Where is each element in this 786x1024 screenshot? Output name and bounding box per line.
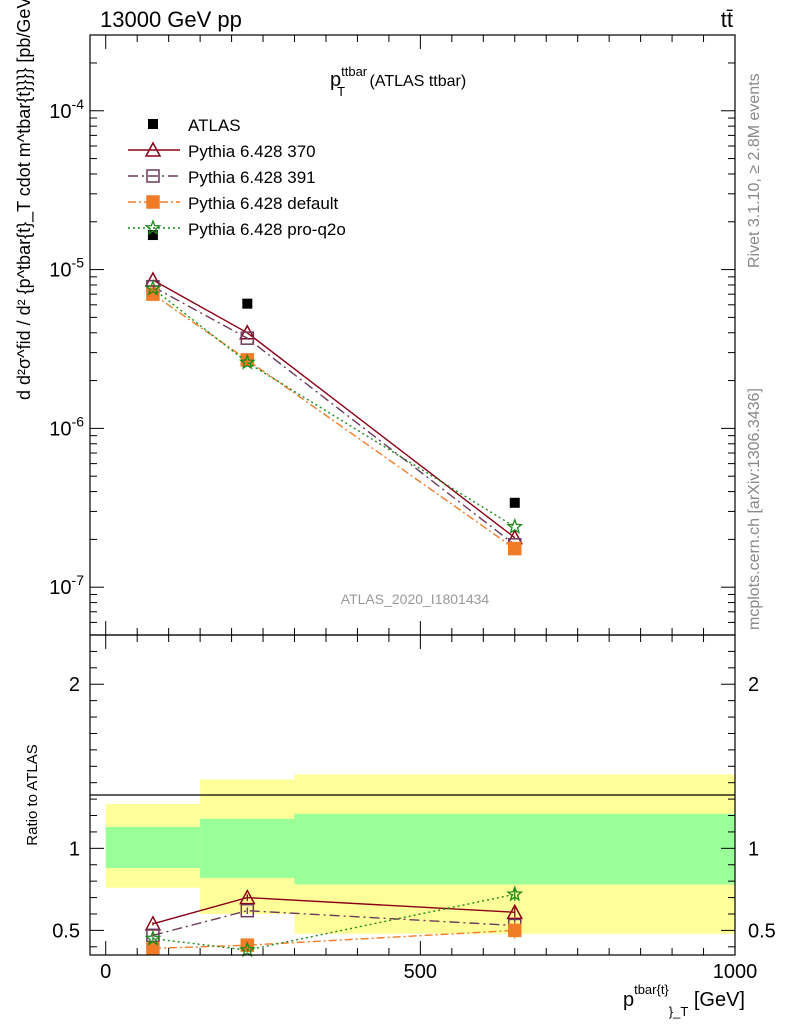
x-axis-label-rest: [GeV] bbox=[688, 989, 745, 1011]
ratio-y-axis-label: Ratio to ATLAS bbox=[24, 744, 41, 845]
ratio-series-marker bbox=[144, 929, 162, 946]
y-tick-label: 10-6 bbox=[49, 413, 84, 440]
uncertainty-band-green bbox=[294, 813, 735, 885]
data-point bbox=[242, 298, 253, 309]
legend-label-atlas: ATLAS bbox=[188, 116, 241, 135]
uncertainty-band-green bbox=[200, 818, 295, 878]
main-frame bbox=[89, 34, 736, 636]
ratio-series-marker bbox=[238, 941, 256, 958]
y-tick-label: 10-4 bbox=[49, 96, 84, 123]
legend-label: Pythia 6.428 pro-q2o bbox=[188, 220, 346, 239]
x-tick-label: 1000 bbox=[713, 961, 758, 983]
ratio-y-tick-label: 1 bbox=[69, 838, 80, 860]
ratio-y-tick-label: 0.5 bbox=[52, 920, 80, 942]
series-marker bbox=[144, 279, 162, 296]
x-axis-label-base: p bbox=[623, 989, 634, 1011]
analysis-label: ATLAS_2020_I1801434 bbox=[341, 591, 490, 607]
header-left: 13000 GeV pp bbox=[100, 7, 242, 32]
series-marker bbox=[506, 517, 524, 534]
title-sup: ttbar bbox=[341, 64, 368, 79]
x-axis-label-sup: tbar{t} bbox=[634, 982, 669, 997]
ratio-y-tick-label: 2 bbox=[69, 674, 80, 696]
y-tick-label: 10-5 bbox=[49, 255, 84, 282]
title-rest: (ATLAS ttbar) bbox=[365, 73, 466, 90]
legend-marker-atlas bbox=[148, 119, 158, 129]
legend-marker bbox=[144, 141, 162, 157]
x-tick-label: 0 bbox=[100, 961, 111, 983]
series-marker bbox=[238, 353, 256, 370]
series-marker bbox=[144, 271, 162, 287]
legend: ATLAS Pythia 6.428 370 Pythia 6.428 391 Pyt… bbox=[128, 116, 346, 239]
title-sub: T bbox=[337, 84, 345, 99]
ratio-series-marker bbox=[508, 923, 522, 938]
ratio-y-tick-label-right: 2 bbox=[748, 674, 759, 696]
ratio-series-marker bbox=[240, 903, 255, 918]
ratio-panel: 0 500 1000 0.5 0.5 1 1 2 2 bbox=[52, 634, 776, 983]
y-axis-label: d d²σ^fid / d² {p^tbar{t}_T cdot m^tbar{… bbox=[14, 0, 35, 400]
ratio-series-line bbox=[152, 929, 515, 950]
uncertainty-band-green bbox=[105, 827, 201, 869]
legend-label: Pythia 6.428 370 bbox=[188, 142, 316, 161]
legend-marker bbox=[144, 219, 162, 236]
legend-label: Pythia 6.428 391 bbox=[188, 168, 316, 187]
legend-marker bbox=[146, 195, 160, 209]
x-axis-label: ptbar{t}}_T [GeV] bbox=[623, 982, 745, 1019]
main-panel: 10-7 10-6 10-5 10-4 bbox=[49, 34, 736, 636]
series-line bbox=[152, 286, 516, 546]
header-right: tt̄ bbox=[721, 7, 733, 32]
ratio-y-tick-label-right: 0.5 bbox=[748, 920, 776, 942]
legend-marker bbox=[146, 169, 160, 183]
data-point bbox=[147, 230, 158, 241]
ratio-frame bbox=[89, 634, 736, 956]
series-line bbox=[152, 293, 516, 550]
ratio-series-marker bbox=[239, 888, 256, 905]
series-marker bbox=[240, 331, 255, 345]
series-line bbox=[152, 287, 516, 528]
plot-title: pttbar T (ATLAS ttbar) bbox=[330, 64, 466, 99]
y-tick-label: 10-7 bbox=[49, 572, 84, 599]
series-line bbox=[152, 279, 516, 539]
data-point bbox=[509, 497, 520, 508]
x-axis-label-sub: }_T bbox=[669, 1004, 689, 1019]
ratio-series-marker bbox=[506, 885, 524, 902]
series-marker bbox=[508, 541, 522, 556]
ratio-series-marker bbox=[506, 903, 524, 920]
legend-label: Pythia 6.428 default bbox=[188, 194, 339, 213]
ratio-y-tick-label-right: 1 bbox=[748, 838, 759, 860]
x-tick-label: 500 bbox=[404, 961, 437, 983]
title-base: p bbox=[330, 69, 341, 91]
